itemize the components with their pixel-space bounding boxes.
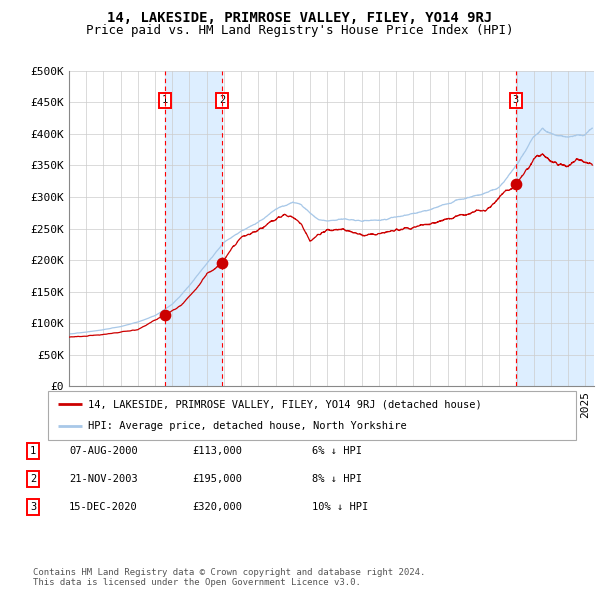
Text: 2: 2 — [30, 474, 36, 484]
Text: Contains HM Land Registry data © Crown copyright and database right 2024.
This d: Contains HM Land Registry data © Crown c… — [33, 568, 425, 587]
Text: 8% ↓ HPI: 8% ↓ HPI — [312, 474, 362, 484]
Point — [160, 310, 170, 320]
Text: 1: 1 — [162, 96, 169, 106]
Text: 3: 3 — [30, 502, 36, 512]
Text: 14, LAKESIDE, PRIMROSE VALLEY, FILEY, YO14 9RJ (detached house): 14, LAKESIDE, PRIMROSE VALLEY, FILEY, YO… — [88, 399, 481, 409]
Bar — [165, 71, 222, 386]
Text: 6% ↓ HPI: 6% ↓ HPI — [312, 447, 362, 456]
Text: 15-DEC-2020: 15-DEC-2020 — [69, 502, 138, 512]
Text: HPI: Average price, detached house, North Yorkshire: HPI: Average price, detached house, Nort… — [88, 421, 406, 431]
Text: 14, LAKESIDE, PRIMROSE VALLEY, FILEY, YO14 9RJ: 14, LAKESIDE, PRIMROSE VALLEY, FILEY, YO… — [107, 11, 493, 25]
Text: £320,000: £320,000 — [192, 502, 242, 512]
Text: 2: 2 — [219, 96, 225, 106]
Text: £195,000: £195,000 — [192, 474, 242, 484]
Text: 10% ↓ HPI: 10% ↓ HPI — [312, 502, 368, 512]
Text: £113,000: £113,000 — [192, 447, 242, 456]
Point — [511, 180, 521, 189]
Text: 21-NOV-2003: 21-NOV-2003 — [69, 474, 138, 484]
Point — [217, 258, 227, 268]
Text: 1: 1 — [30, 447, 36, 456]
Text: 07-AUG-2000: 07-AUG-2000 — [69, 447, 138, 456]
Text: Price paid vs. HM Land Registry's House Price Index (HPI): Price paid vs. HM Land Registry's House … — [86, 24, 514, 37]
Bar — [516, 71, 594, 386]
Text: 3: 3 — [513, 96, 519, 106]
